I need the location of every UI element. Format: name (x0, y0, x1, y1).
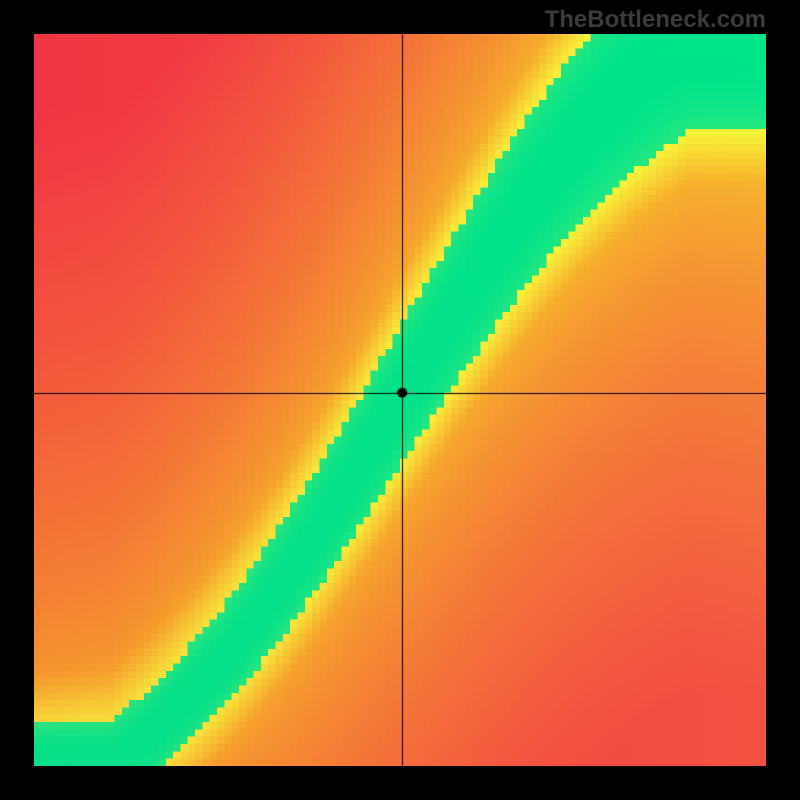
chart-root: TheBottleneck.com (0, 0, 800, 800)
watermark-text: TheBottleneck.com (545, 6, 766, 34)
bottleneck-heatmap (34, 34, 766, 766)
